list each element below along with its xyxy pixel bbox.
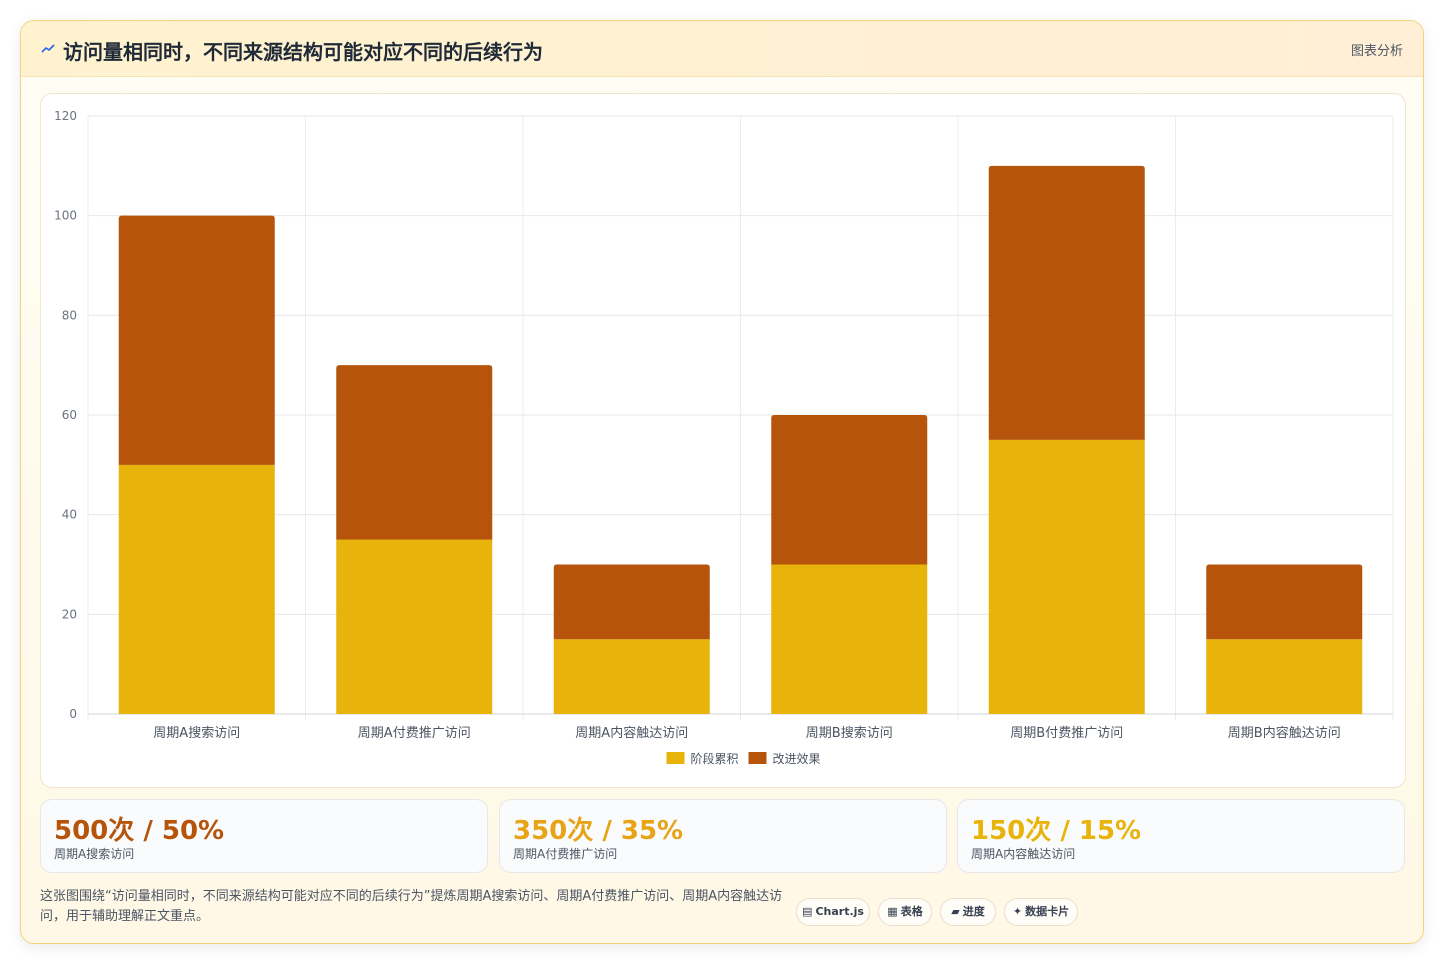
chart-panel: 访问量相同时，不同来源结构可能对应不同的后续行为 图表分析 0 20 40 60 80 1… — [20, 20, 1424, 944]
x-tick-label: 周期B付费推广访问 — [1010, 726, 1123, 741]
bar-segment — [553, 639, 710, 714]
chart-card: 0 20 40 60 80 100 120 周期A搜索访问 周期A付费推广访问 周期A内容触达访问… — [40, 93, 1406, 788]
legend-swatch — [748, 752, 767, 764]
y-tick-label: 20 — [62, 607, 77, 621]
stat-value: 150次 / 15% — [971, 816, 1142, 846]
sparkle-icon: ✦ — [1012, 905, 1023, 918]
x-tick-label: 周期A搜索访问 — [153, 726, 240, 741]
chart-analysis-tag: 图表分析 — [1350, 44, 1403, 59]
badge-chartjs[interactable]: ▤ Chart.js — [796, 898, 870, 926]
y-tick-label: 100 — [54, 209, 77, 223]
y-tick-label: 120 — [54, 109, 77, 123]
y-tick-label: 60 — [62, 408, 77, 422]
stat-label: 周期A搜索访问 — [54, 847, 135, 861]
y-tick-label: 0 — [69, 707, 77, 721]
stat-card: 350次 / 35% 周期A付费推广访问 — [499, 799, 947, 873]
stat-card: 150次 / 15% 周期A内容触达访问 — [957, 799, 1405, 873]
chart-description: 这张图围绕“访问量相同时，不同来源结构可能对应不同的后续行为”提炼周期A搜索访问… — [40, 889, 783, 924]
chart-icon: ▤ — [802, 905, 813, 918]
badge-label: 数据卡片 — [1025, 905, 1070, 918]
x-tick-label: 周期A内容触达访问 — [575, 725, 688, 741]
bar-segment — [553, 564, 710, 640]
badge-table[interactable]: ▦ 表格 — [878, 898, 932, 926]
stat-card: 500次 / 50% 周期A搜索访问 — [40, 799, 488, 873]
legend-swatch — [666, 752, 685, 764]
badge-label: Chart.js — [815, 905, 864, 918]
bar-segment — [118, 215, 275, 465]
legend-label: 改进效果 — [773, 751, 821, 766]
bar-segment — [1206, 564, 1363, 640]
bar-segment — [336, 539, 493, 714]
panel-header: 访问量相同时，不同来源结构可能对应不同的后续行为 图表分析 — [21, 21, 1423, 77]
bar-segment — [118, 464, 275, 714]
x-tick-label: 周期A付费推广访问 — [358, 726, 471, 741]
stacked-bar-chart: 0 20 40 60 80 100 120 周期A搜索访问 周期A付费推广访问 周期A内容触达访问… — [54, 109, 1394, 766]
stat-value: 500次 / 50% — [54, 816, 225, 846]
badge-data-card[interactable]: ✦ 数据卡片 — [1004, 898, 1078, 926]
bar-segment — [336, 365, 493, 540]
page-title: 访问量相同时，不同来源结构可能对应不同的后续行为 — [63, 40, 543, 64]
badge-progress[interactable]: ▰ 进度 — [940, 898, 996, 926]
bar-segment — [1206, 639, 1363, 714]
stat-value: 350次 / 35% — [513, 816, 684, 846]
x-tick-label: 周期B搜索访问 — [806, 726, 893, 741]
stat-label: 周期A内容触达访问 — [971, 847, 1076, 861]
stat-label: 周期A付费推广访问 — [513, 847, 618, 861]
bar-segment — [771, 564, 928, 714]
legend-label: 阶段累积 — [691, 751, 739, 766]
y-tick-label: 40 — [62, 508, 77, 522]
bar-segment — [988, 439, 1145, 714]
progress-icon: ▰ — [951, 905, 960, 918]
table-icon: ▦ — [887, 905, 898, 918]
bar-segment — [988, 165, 1145, 440]
badge-label: 表格 — [900, 905, 923, 918]
badge-label: 进度 — [962, 905, 985, 918]
x-tick-label: 周期B内容触达访问 — [1228, 725, 1341, 741]
y-tick-label: 80 — [62, 308, 77, 322]
bar-segment — [771, 415, 928, 565]
trend-line-icon — [41, 44, 55, 53]
